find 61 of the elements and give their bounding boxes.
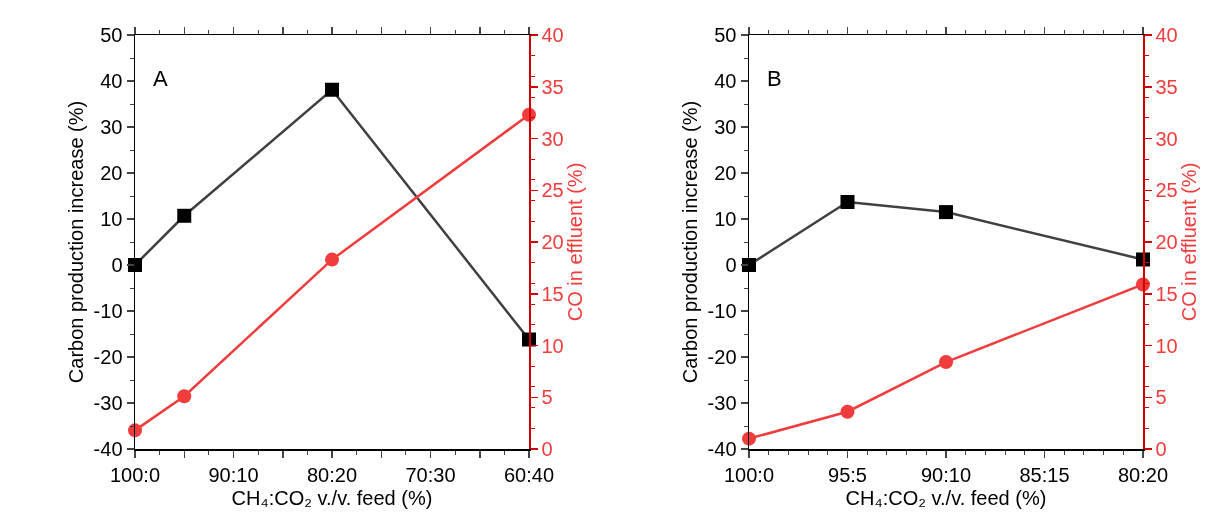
y-tick-label: 30 bbox=[714, 116, 737, 138]
y2-tick-label: 30 bbox=[1155, 127, 1178, 150]
y-tick-label: 30 bbox=[100, 116, 123, 138]
y-tick-label: 20 bbox=[100, 162, 123, 184]
y-tick-label: -40 bbox=[707, 438, 737, 460]
y-tick-label: 40 bbox=[100, 70, 123, 92]
y2-tick-label: 35 bbox=[541, 75, 564, 98]
y2-axis-title: CO in effluent (%) bbox=[563, 162, 586, 322]
point bbox=[742, 431, 756, 446]
y-tick-label: 0 bbox=[725, 254, 737, 276]
y-axis-title: Carbon production increase (%) bbox=[679, 100, 702, 384]
x-tick-label: 70:30 bbox=[405, 463, 456, 486]
y-tick-label: -10 bbox=[707, 300, 737, 322]
y-tick-label: 50 bbox=[714, 24, 737, 46]
y2-tick-label: 0 bbox=[1155, 438, 1167, 460]
x-tick-label: 100:0 bbox=[109, 463, 161, 486]
x-axis-title: CH₄:CO₂ v./v. feed (%) bbox=[231, 486, 433, 509]
y2-tick-label: 15 bbox=[1155, 282, 1178, 305]
y-tick-label: 10 bbox=[714, 208, 737, 230]
y-tick-label: -30 bbox=[93, 392, 123, 414]
x-tick-label: 95:5 bbox=[828, 463, 867, 486]
y2-tick-label: 10 bbox=[1155, 334, 1178, 357]
y-tick-label: 10 bbox=[100, 208, 123, 230]
y2-tick-label: 5 bbox=[1155, 386, 1167, 409]
x-tick-label: 60:40 bbox=[503, 463, 555, 486]
y-tick-label: -40 bbox=[93, 438, 123, 460]
y-tick-label: 0 bbox=[111, 254, 123, 276]
y-tick-label: -30 bbox=[707, 392, 737, 414]
y2-tick-label: 10 bbox=[541, 334, 564, 357]
y-tick-label: 40 bbox=[714, 70, 737, 92]
y2-tick-label: 15 bbox=[541, 282, 564, 305]
point bbox=[177, 389, 192, 404]
annotation: A bbox=[153, 66, 168, 91]
x-tick-label: 100:0 bbox=[723, 463, 775, 486]
y2-tick-label: 0 bbox=[541, 438, 553, 460]
y2-tick-label: 25 bbox=[541, 179, 564, 202]
y2-tick-label: 40 bbox=[1155, 24, 1178, 46]
y2-tick-label: 20 bbox=[541, 231, 564, 253]
y-tick-label: -20 bbox=[93, 346, 123, 368]
x-tick-label: 90:10 bbox=[208, 463, 259, 486]
y2-tick-label: 20 bbox=[1155, 231, 1178, 253]
y-tick-label: 50 bbox=[100, 24, 123, 46]
y2-tick-label: 35 bbox=[1155, 75, 1178, 98]
y-tick-label: -20 bbox=[707, 346, 737, 368]
y2-axis-title: CO in effluent (%) bbox=[1177, 162, 1200, 322]
y-axis-title: Carbon production increase (%) bbox=[65, 100, 88, 384]
y-tick-label: -10 bbox=[93, 300, 123, 322]
x-tick-label: 85:15 bbox=[1019, 463, 1070, 486]
y2-tick-label: 30 bbox=[541, 127, 564, 150]
point bbox=[939, 355, 953, 370]
point bbox=[840, 404, 855, 419]
x-tick-label: 80:20 bbox=[1117, 463, 1169, 486]
y-tick-label: 20 bbox=[714, 162, 737, 184]
x-tick-label: 90:10 bbox=[920, 463, 972, 486]
annotation: B bbox=[767, 66, 782, 91]
x-axis-title: CH₄:CO₂ v./v. feed (%) bbox=[845, 486, 1047, 509]
y2-tick-label: 25 bbox=[1155, 179, 1178, 202]
point bbox=[325, 252, 339, 267]
y2-tick-label: 40 bbox=[541, 24, 564, 46]
y2-tick-label: 5 bbox=[541, 386, 553, 409]
x-tick-label: 80:20 bbox=[306, 463, 358, 486]
